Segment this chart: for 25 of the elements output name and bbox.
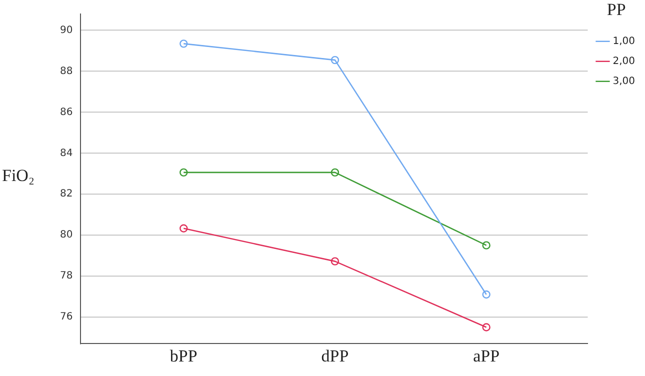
point	[482, 290, 490, 299]
legend-label: 1,00	[612, 36, 635, 47]
point	[330, 56, 340, 64]
point	[180, 40, 188, 48]
point	[180, 224, 188, 232]
x-tick-label: aPP	[473, 346, 500, 366]
y-tick-label: 90	[60, 24, 73, 36]
point	[482, 323, 490, 332]
y-tick-label: 78	[60, 270, 73, 282]
y-axis-title: FiO₂	[2, 166, 34, 186]
point	[330, 257, 340, 266]
legend-title: PP	[606, 0, 626, 19]
legend-label: 3,00	[612, 76, 635, 87]
point	[180, 168, 188, 177]
point	[330, 168, 340, 177]
y-tick-label: 76	[60, 312, 73, 323]
x-tick-label: bPP	[170, 346, 198, 366]
y-tick-label: 80	[60, 230, 73, 241]
y-tick-label: 84	[60, 148, 73, 159]
legend-label: 2,00	[612, 56, 635, 67]
point	[482, 241, 490, 250]
y-tick-label: 86	[60, 106, 73, 118]
y-tick-label: 82	[60, 188, 73, 200]
y-tick-label: 88	[60, 66, 73, 77]
x-tick-label: dPP	[321, 346, 349, 366]
